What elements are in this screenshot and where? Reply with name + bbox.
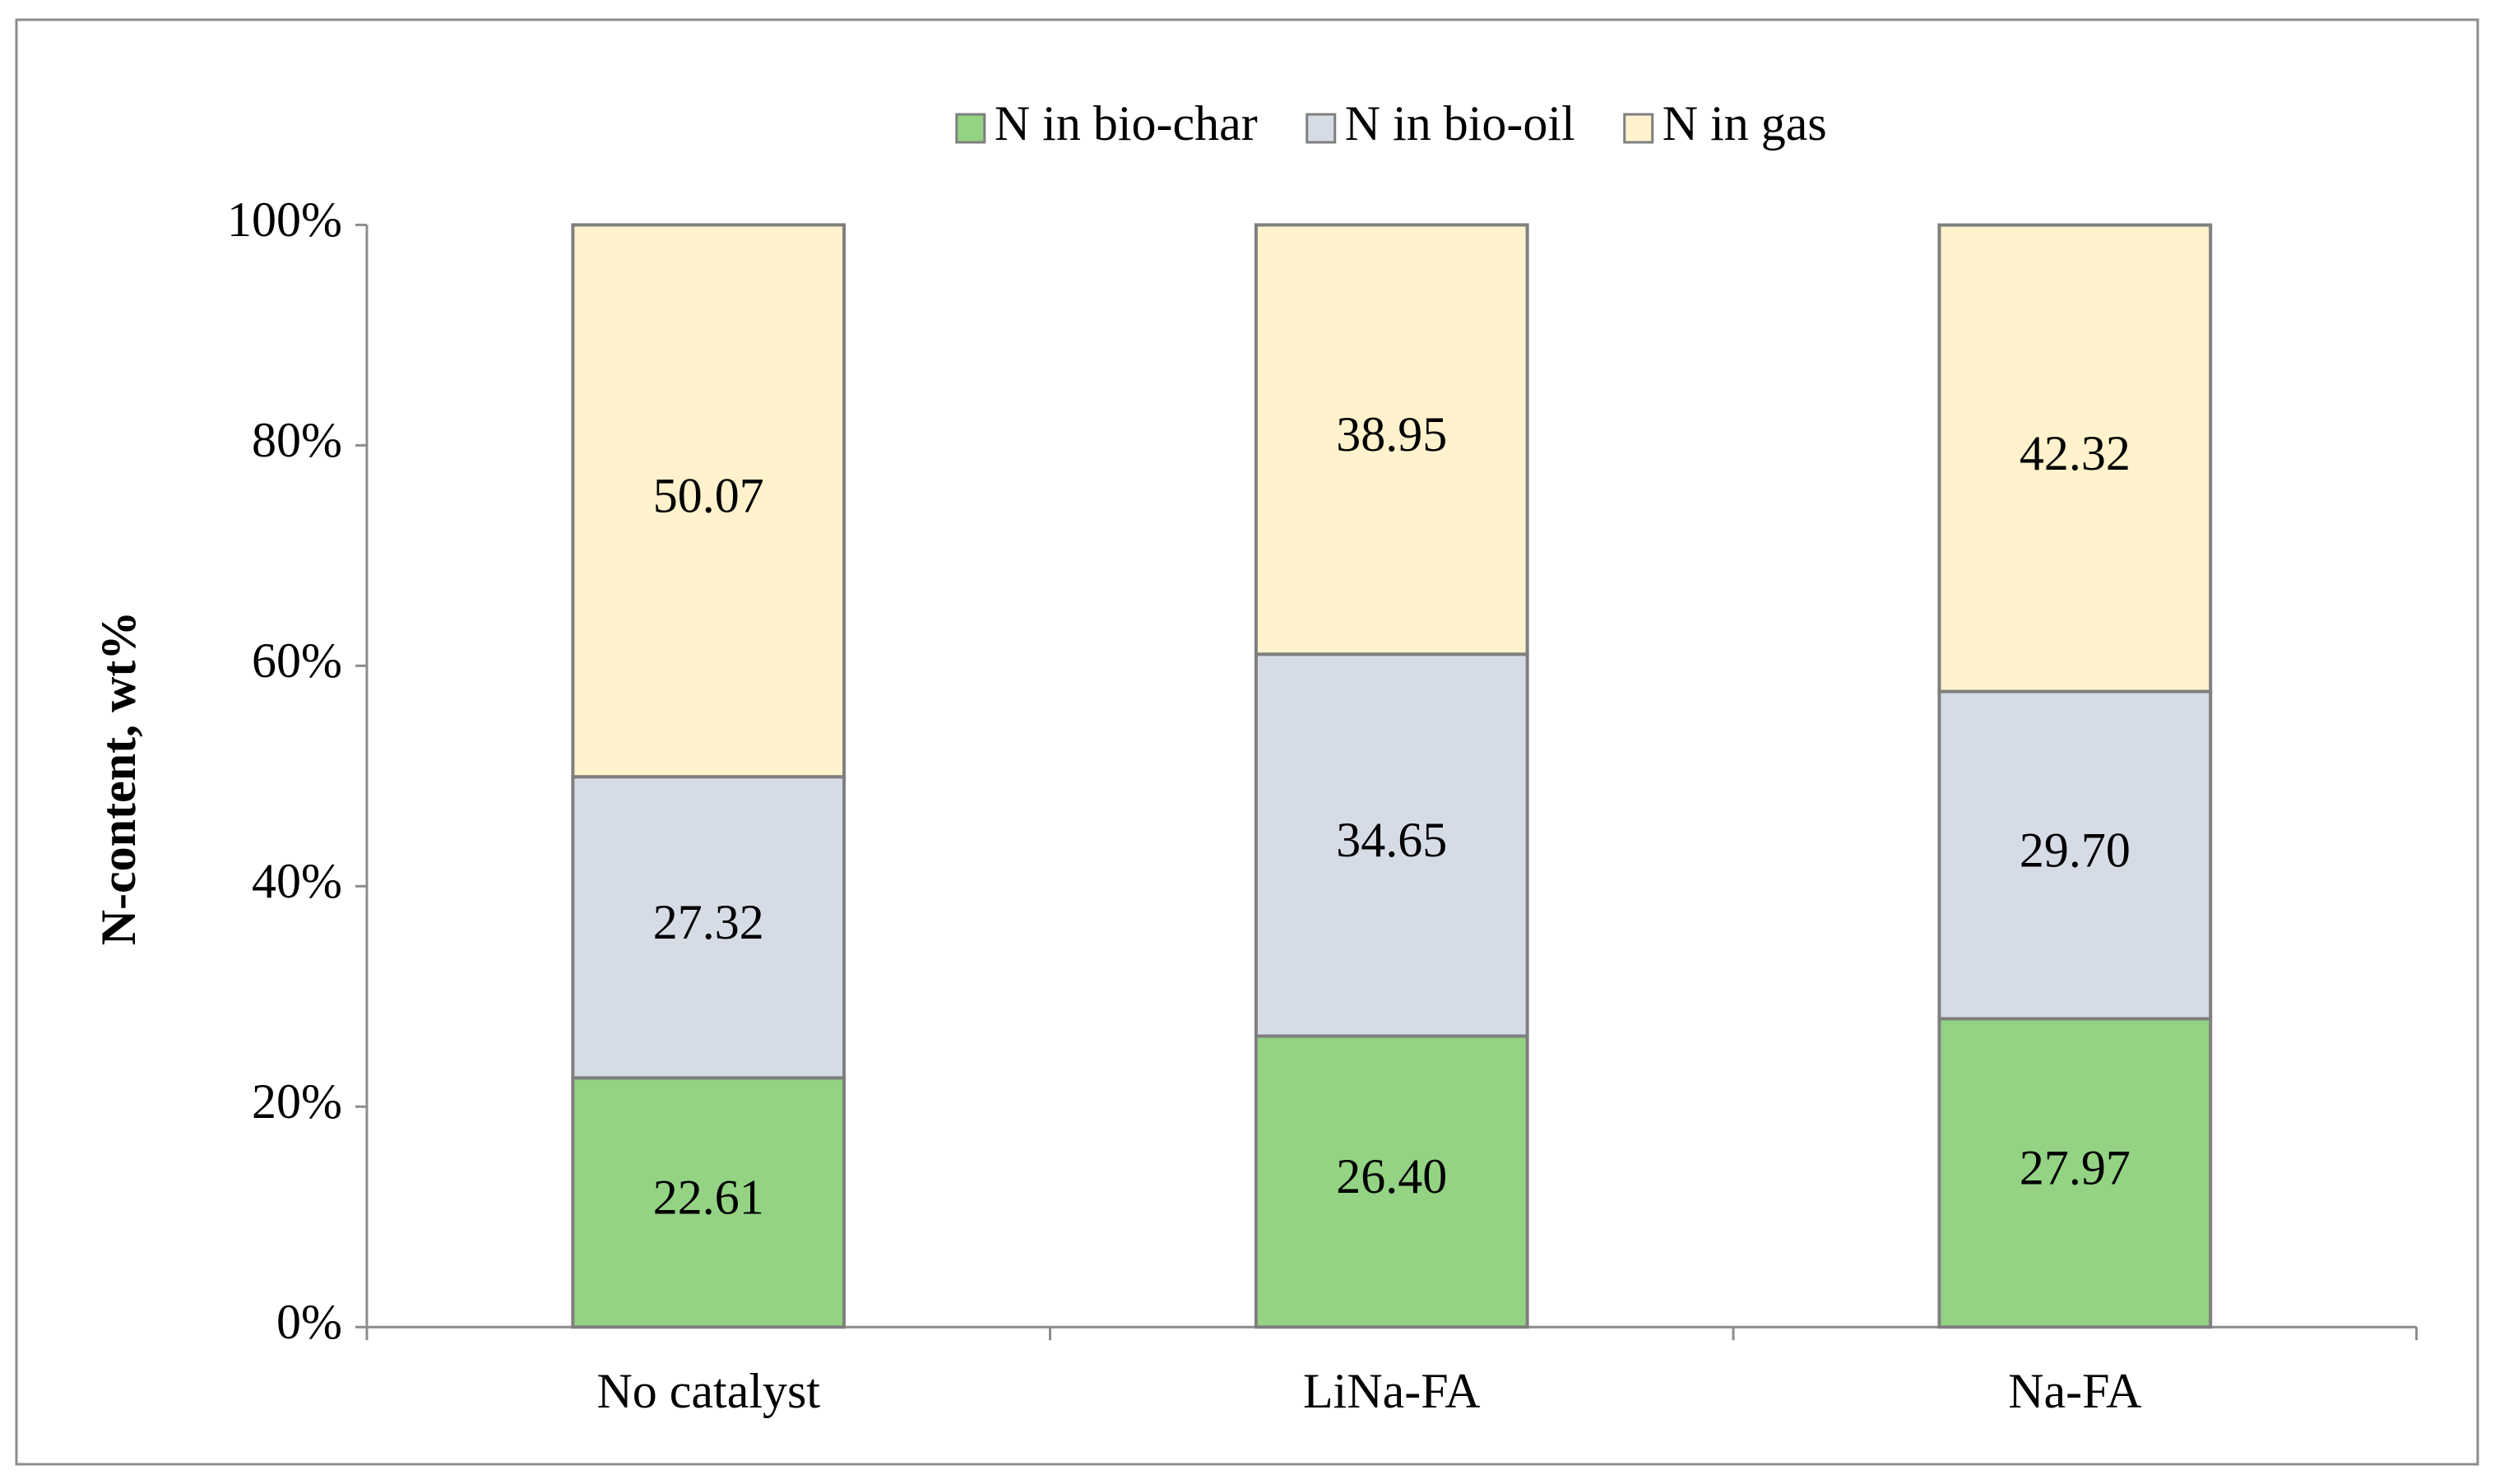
bar-segment <box>1254 652 1529 1038</box>
data-label: 34.65 <box>1336 813 1447 867</box>
legend-swatch <box>1305 113 1337 144</box>
data-label: 29.70 <box>2020 823 2131 877</box>
legend-label: N in bio-oil <box>1345 96 1575 151</box>
bar-segment <box>1937 1017 2213 1329</box>
bar-segment <box>1254 1034 1529 1329</box>
legend-label: N in gas <box>1663 96 1827 151</box>
data-label: 42.32 <box>2020 426 2131 480</box>
bar-segment <box>1254 223 1529 656</box>
legend-label: N in bio-char <box>995 96 1258 151</box>
y-tick-label: 40% <box>252 854 342 908</box>
y-tick-label: 60% <box>252 633 342 688</box>
legend-swatch <box>955 113 986 144</box>
x-tick-label: Na-FA <box>2008 1364 2141 1418</box>
x-tick-label: No catalyst <box>596 1364 820 1418</box>
y-tick-label: 20% <box>252 1074 342 1129</box>
data-label: 26.40 <box>1336 1149 1447 1203</box>
legend-swatch <box>1623 113 1654 144</box>
bar-segment <box>571 223 846 779</box>
x-tick-label: LiNa-FA <box>1303 1364 1481 1418</box>
data-label: 50.07 <box>653 469 764 523</box>
data-label: 27.32 <box>653 895 764 949</box>
y-tick-label: 0% <box>276 1295 342 1349</box>
y-tick-label: 100% <box>227 192 342 247</box>
data-label: 27.97 <box>2020 1141 2131 1195</box>
y-tick-label: 80% <box>252 413 342 467</box>
y-axis-label: N-content, wt% <box>91 611 146 946</box>
data-label: 22.61 <box>653 1171 764 1225</box>
data-label: 38.95 <box>1336 407 1447 461</box>
bar-segment <box>1937 223 2213 693</box>
